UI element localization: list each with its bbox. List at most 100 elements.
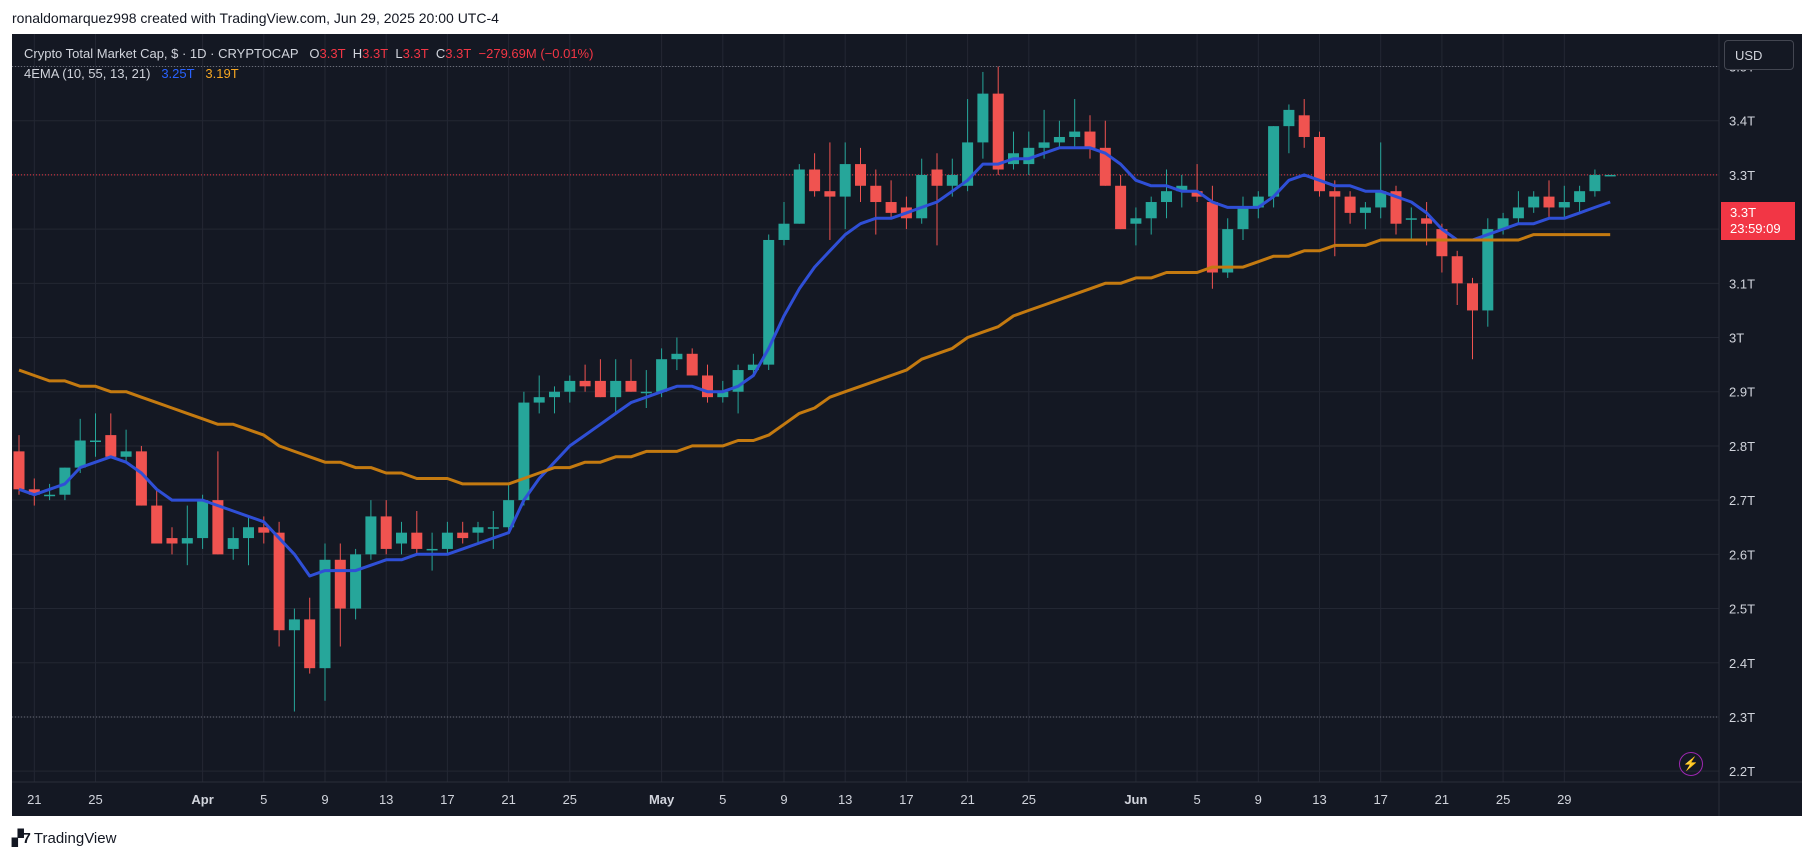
candle-body bbox=[1314, 136, 1325, 192]
candle-body bbox=[656, 359, 668, 392]
x-tick-label: 5 bbox=[719, 792, 726, 807]
candle-body bbox=[380, 516, 392, 549]
candle-body bbox=[135, 451, 147, 506]
x-tick-label: 13 bbox=[1312, 792, 1326, 807]
candle-body bbox=[1405, 218, 1417, 220]
candle-body bbox=[1436, 229, 1448, 257]
candle-body bbox=[1528, 196, 1540, 208]
reference-lines bbox=[12, 66, 1719, 718]
candle-body bbox=[1359, 207, 1371, 213]
candle-body bbox=[1038, 142, 1050, 148]
x-tick-label: 25 bbox=[1496, 792, 1510, 807]
candle-body bbox=[778, 223, 790, 240]
candle-body bbox=[319, 559, 331, 669]
candle-body bbox=[839, 164, 851, 197]
x-tick-label: 21 bbox=[27, 792, 41, 807]
y-tick-label: 3T bbox=[1729, 331, 1744, 346]
candle-body bbox=[13, 451, 25, 490]
ema-slow-value: 3.19T bbox=[205, 66, 239, 81]
y-tick-label: 2.4T bbox=[1729, 656, 1755, 671]
candle-body bbox=[120, 451, 132, 457]
symbol-legend: Crypto Total Market Cap, $ · 1D · CRYPTO… bbox=[24, 46, 593, 61]
candle-body bbox=[151, 505, 163, 544]
candle-body bbox=[396, 532, 407, 544]
candle-body bbox=[503, 500, 515, 528]
candle-body bbox=[44, 494, 56, 497]
candle-body bbox=[1222, 229, 1234, 273]
candle-body bbox=[1604, 174, 1616, 177]
symbol-title[interactable]: Crypto Total Market Cap, $ · 1D · CRYPTO… bbox=[24, 46, 299, 61]
candle-body bbox=[1344, 196, 1356, 213]
candle-body bbox=[1145, 202, 1157, 219]
candle-body bbox=[197, 500, 209, 539]
ema-layer bbox=[18, 146, 1611, 578]
candle-body bbox=[1084, 131, 1096, 148]
indicator-title[interactable]: 4EMA (10, 55, 13, 21) bbox=[24, 66, 151, 81]
indicator-legend: 4EMA (10, 55, 13, 21) 3.25T 3.19T bbox=[24, 66, 239, 81]
candle-body bbox=[59, 467, 71, 495]
candle-body bbox=[1482, 229, 1494, 311]
open-value: 3.3T bbox=[319, 46, 346, 61]
candle-body bbox=[870, 185, 882, 203]
candle-body bbox=[579, 380, 591, 387]
candle-body bbox=[1390, 191, 1402, 224]
x-tick-label: 17 bbox=[1373, 792, 1387, 807]
candle-body bbox=[457, 532, 469, 539]
candle-body bbox=[549, 391, 560, 398]
candle-body bbox=[1574, 191, 1586, 203]
open-label: O bbox=[309, 46, 320, 61]
candle-body bbox=[487, 527, 499, 529]
candle-body bbox=[977, 93, 989, 143]
ema-line bbox=[18, 146, 1611, 578]
candle-body bbox=[411, 532, 423, 549]
chart-frame[interactable]: 2.2T 2.3T 2.4T 2.5T 2.6T 2.7T 2.8T 2.9T 3T 3.1T 3.… bbox=[12, 34, 1802, 816]
candle-body bbox=[1375, 191, 1387, 208]
candle-body bbox=[671, 353, 683, 360]
low-label: L bbox=[395, 46, 403, 61]
candle-body bbox=[533, 397, 545, 403]
candle-body bbox=[1467, 283, 1478, 311]
candle-body bbox=[1023, 147, 1035, 165]
y-tick-label: 2.6T bbox=[1729, 547, 1755, 562]
candle-body bbox=[992, 93, 1004, 170]
candle-body bbox=[564, 380, 576, 392]
last-price-value: 3.3T bbox=[1730, 205, 1757, 220]
candle-body bbox=[288, 619, 300, 631]
candle-body bbox=[74, 440, 86, 468]
candle-body bbox=[365, 516, 377, 555]
candlestick-chart[interactable]: 2.2T 2.3T 2.4T 2.5T 2.6T 2.7T 2.8T 2.9T 3T 3.1T 3.… bbox=[12, 34, 1802, 816]
y-tick-label: 3.3T bbox=[1729, 168, 1755, 183]
y-tick-label: 2.7T bbox=[1729, 493, 1755, 508]
candle-body bbox=[1298, 115, 1310, 137]
candle-body bbox=[640, 391, 652, 394]
x-tick-label: 9 bbox=[321, 792, 328, 807]
y-tick-label: 3.1T bbox=[1729, 276, 1755, 291]
bolt-icon[interactable]: ⚡ bbox=[1679, 752, 1703, 776]
candle-body bbox=[809, 169, 821, 192]
tradingview-logo[interactable]: ▞7 TradingView bbox=[12, 829, 117, 848]
candle-body bbox=[166, 538, 178, 544]
candle-body bbox=[227, 538, 239, 549]
candle-body bbox=[273, 532, 285, 631]
candle-body bbox=[90, 440, 101, 443]
time-axis: 21 25 Apr 5 9 13 17 21 25 May 5 9 13 17 21 25 Jun 5 9 13 17 2… bbox=[12, 781, 1802, 807]
candles-layer bbox=[13, 66, 1616, 712]
candle-body bbox=[962, 142, 974, 186]
candle-body bbox=[931, 169, 943, 186]
high-value: 3.3T bbox=[362, 46, 389, 61]
currency-button[interactable]: USD bbox=[1724, 40, 1794, 70]
y-tick-label: 2.2T bbox=[1729, 764, 1755, 779]
candle-body bbox=[350, 554, 362, 609]
candle-body bbox=[686, 353, 698, 376]
price-axis: 2.2T 2.3T 2.4T 2.5T 2.6T 2.7T 2.8T 2.9T 3T 3.1T 3.… bbox=[1718, 34, 1755, 816]
brand-name: TradingView bbox=[33, 829, 117, 847]
candle-body bbox=[763, 239, 775, 365]
candle-body bbox=[1191, 191, 1203, 197]
chart-credit: ronaldomarquez998 created with TradingVi… bbox=[12, 10, 499, 26]
close-label: C bbox=[435, 46, 446, 61]
candle-body bbox=[855, 164, 866, 186]
candle-body bbox=[1130, 218, 1142, 224]
candle-body bbox=[1283, 109, 1295, 127]
x-tick-label: 9 bbox=[1255, 792, 1262, 807]
high-label: H bbox=[352, 46, 363, 61]
